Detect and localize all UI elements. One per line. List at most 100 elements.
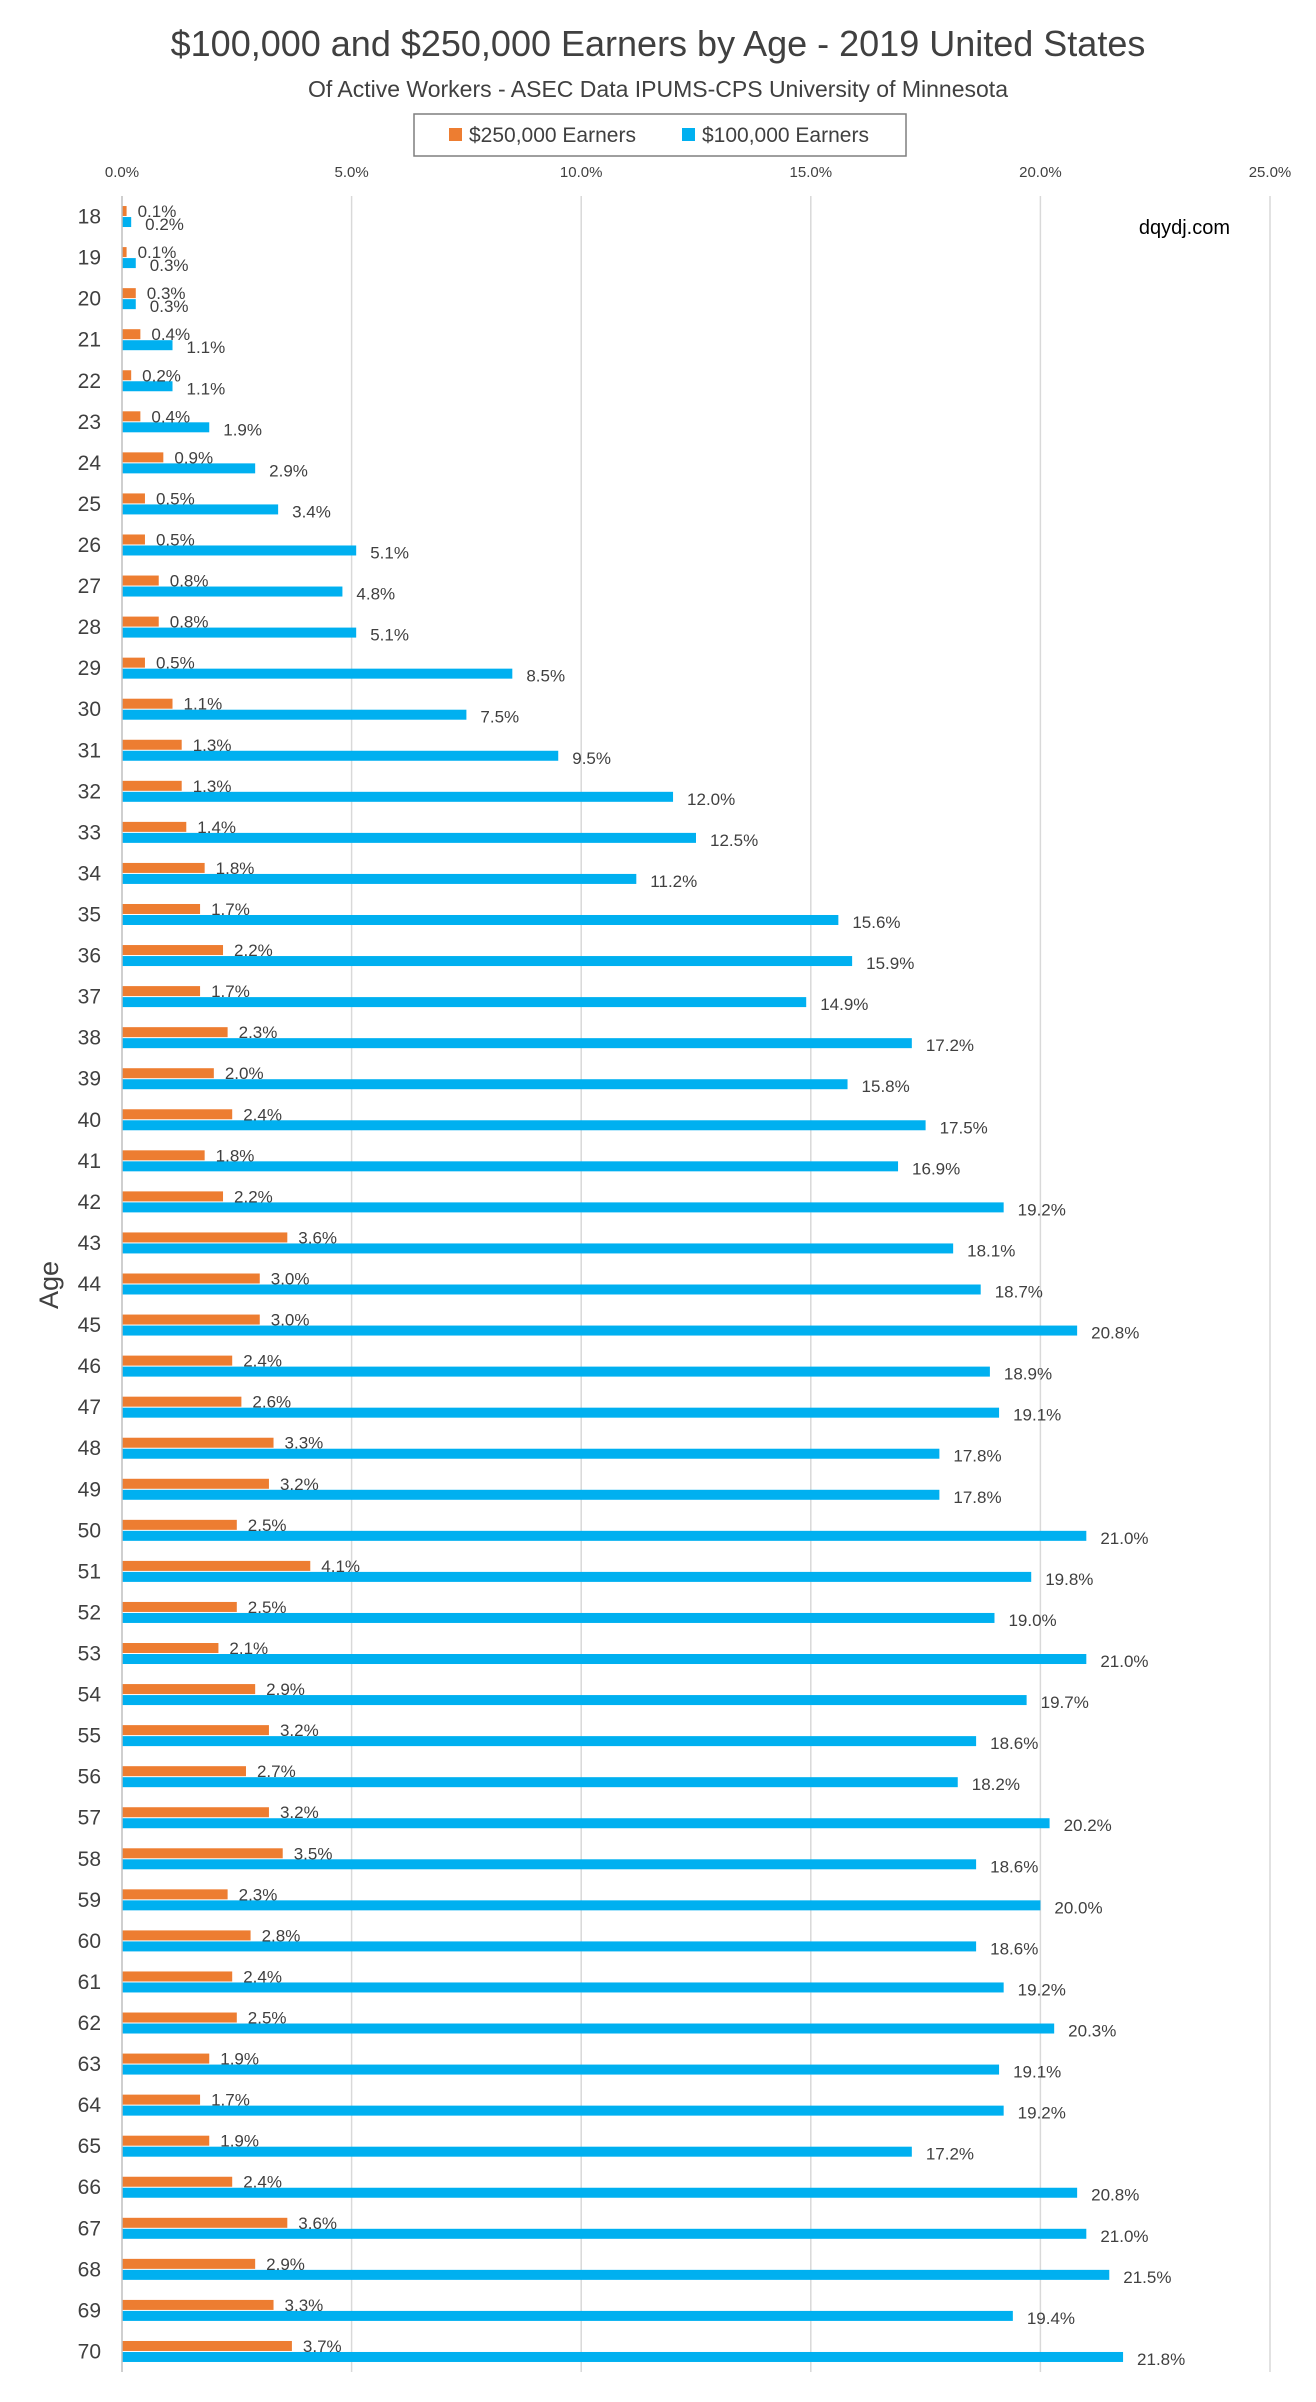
- bar-100k: [122, 750, 559, 761]
- bar-100k: [122, 668, 513, 679]
- data-label-250k: 0.5%: [156, 654, 195, 673]
- category-label: 63: [78, 2053, 101, 2076]
- data-label-250k: 3.0%: [271, 1270, 310, 1289]
- bar-100k: [122, 545, 357, 556]
- bar-100k: [122, 914, 839, 925]
- data-label-250k: 2.6%: [252, 1393, 291, 1412]
- data-label-250k: 3.2%: [280, 1475, 319, 1494]
- bar-100k: [122, 2228, 1087, 2239]
- data-label-100k: 18.2%: [972, 1775, 1020, 1794]
- bar-100k: [122, 1161, 899, 1172]
- data-label-100k: 21.5%: [1123, 2268, 1171, 2287]
- category-label: 50: [78, 1519, 101, 1542]
- bar-250k: [122, 616, 159, 627]
- data-label-100k: 1.1%: [187, 338, 226, 357]
- data-label-250k: 0.4%: [151, 407, 190, 426]
- category-label: 38: [78, 1027, 101, 1050]
- x-axis-ticks: 0.0% 5.0% 10.0% 15.0% 20.0% 25.0%: [105, 164, 1291, 181]
- category-label: 46: [78, 1355, 101, 1378]
- data-label-100k: 1.9%: [223, 420, 262, 439]
- bar-250k: [122, 739, 182, 750]
- data-label-100k: 17.5%: [940, 1118, 988, 1137]
- data-label-100k: 20.8%: [1091, 1324, 1139, 1343]
- bar-250k: [122, 1560, 311, 1571]
- data-label-100k: 21.8%: [1137, 2350, 1185, 2369]
- bar-100k: [122, 1284, 981, 1295]
- category-label: 66: [78, 2176, 101, 2199]
- bar-250k: [122, 288, 136, 299]
- data-label-250k: 1.4%: [197, 818, 236, 837]
- legend-label-250k: $250,000 Earners: [469, 124, 636, 147]
- data-label-100k: 19.2%: [1018, 2104, 1066, 2123]
- bar-100k: [122, 1079, 848, 1090]
- bar-250k: [122, 1889, 228, 1900]
- data-label-250k: 2.7%: [257, 1762, 296, 1781]
- data-label-250k: 2.3%: [239, 1885, 278, 1904]
- data-label-250k: 2.4%: [243, 1352, 282, 1371]
- bar-250k: [122, 1437, 274, 1448]
- bar-250k: [122, 1766, 246, 1777]
- legend: $250,000 Earners $100,000 Earners: [413, 113, 907, 157]
- bar-100k: [122, 504, 279, 515]
- x-tick-label: 25.0%: [1249, 164, 1292, 181]
- bar-250k: [122, 1109, 233, 1120]
- data-label-250k: 3.5%: [294, 1844, 333, 1863]
- data-label-100k: 21.0%: [1100, 2227, 1148, 2246]
- data-label-100k: 21.0%: [1100, 1529, 1148, 1548]
- data-label-250k: 3.3%: [285, 2296, 324, 2315]
- category-label: 51: [78, 1560, 101, 1583]
- category-label: 19: [78, 247, 101, 270]
- bar-100k: [122, 299, 136, 310]
- x-tick-label: 15.0%: [790, 164, 833, 181]
- data-label-100k: 19.2%: [1018, 1200, 1066, 1219]
- category-label: 34: [78, 862, 102, 885]
- bar-100k: [122, 1489, 940, 1500]
- category-label: 55: [78, 1725, 101, 1748]
- category-label: 23: [78, 411, 101, 434]
- bar-250k: [122, 1971, 233, 1982]
- x-tick-label: 10.0%: [560, 164, 603, 181]
- category-label: 33: [78, 821, 101, 844]
- data-label-100k: 12.0%: [687, 790, 735, 809]
- data-label-250k: 0.8%: [170, 572, 209, 591]
- category-label: 26: [78, 534, 101, 557]
- bar-250k: [122, 2053, 210, 2064]
- category-label: 28: [78, 616, 101, 639]
- bar-250k: [122, 1191, 224, 1202]
- bar-250k: [122, 2217, 288, 2228]
- data-label-100k: 18.6%: [990, 1857, 1038, 1876]
- category-label: 18: [78, 206, 101, 229]
- data-label-100k: 12.5%: [710, 831, 758, 850]
- data-label-100k: 17.2%: [926, 1036, 974, 1055]
- bar-100k: [122, 1941, 977, 1952]
- bar-250k: [122, 247, 127, 258]
- data-label-100k: 21.0%: [1100, 1652, 1148, 1671]
- data-label-100k: 5.1%: [370, 626, 409, 645]
- data-label-100k: 19.0%: [1008, 1611, 1056, 1630]
- bar-250k: [122, 2176, 233, 2187]
- category-label: 57: [78, 1807, 101, 1830]
- data-label-250k: 1.7%: [211, 2091, 250, 2110]
- category-label: 45: [78, 1314, 101, 1337]
- bar-250k: [122, 903, 201, 914]
- data-label-250k: 2.1%: [229, 1639, 268, 1658]
- data-label-100k: 11.2%: [650, 872, 697, 891]
- bar-250k: [122, 1068, 214, 1079]
- category-label: 52: [78, 1601, 101, 1624]
- data-label-250k: 3.0%: [271, 1311, 310, 1330]
- legend-swatch-250k: [449, 128, 462, 141]
- bar-250k: [122, 534, 145, 545]
- data-label-250k: 0.1%: [138, 202, 177, 221]
- data-label-250k: 0.8%: [170, 613, 209, 632]
- category-label: 67: [78, 2217, 101, 2240]
- bar-100k: [122, 1038, 912, 1049]
- data-label-100k: 4.8%: [356, 585, 395, 604]
- gridlines: [350, 196, 1271, 2372]
- bar-100k: [122, 1818, 1050, 1829]
- bar-100k: [122, 997, 807, 1008]
- bar-250k: [122, 1232, 288, 1243]
- bar-250k: [122, 1150, 205, 1161]
- bar-100k: [122, 2310, 1013, 2321]
- data-label-100k: 19.7%: [1041, 1693, 1089, 1712]
- data-label-100k: 19.8%: [1045, 1570, 1093, 1589]
